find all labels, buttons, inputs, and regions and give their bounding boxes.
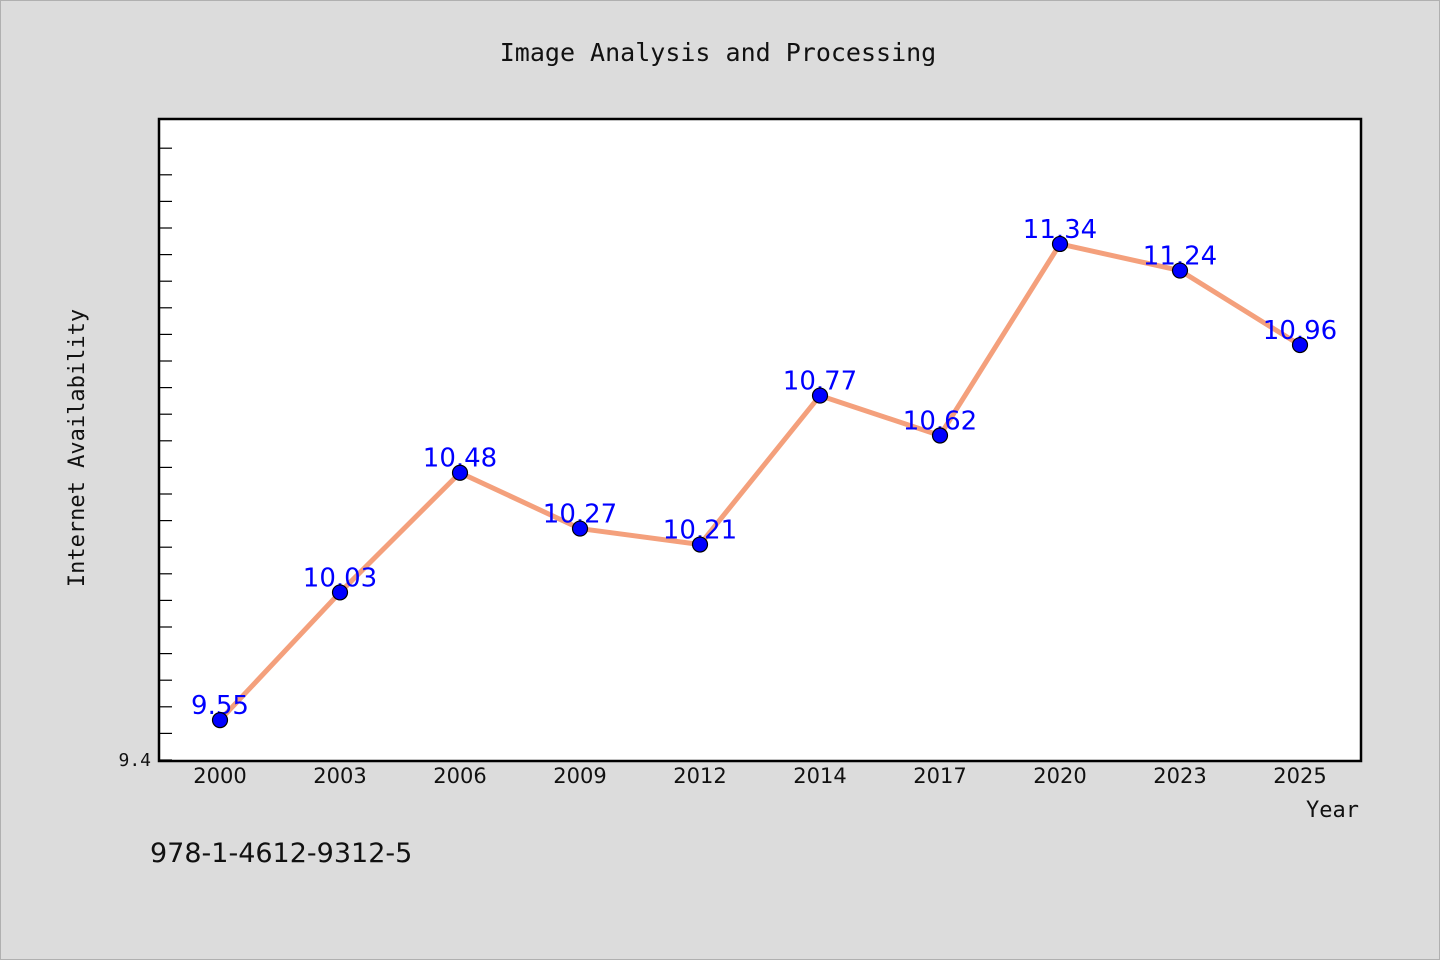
y-tick-label: 9.4 — [118, 750, 151, 771]
chart-title: Image Analysis and Processing — [500, 38, 937, 67]
series-layer: 9.5510.0310.4810.2710.2110.7710.6211.341… — [191, 215, 1337, 729]
x-tick-label: 2003 — [313, 764, 366, 788]
y-axis-tick-labels: 9.4 — [118, 750, 151, 771]
data-point — [1291, 336, 1309, 354]
series-line — [217, 241, 1303, 723]
data-point — [691, 536, 709, 553]
data-point — [811, 387, 829, 404]
y-axis-label: Internet Availability — [65, 309, 90, 587]
x-tick-label: 2020 — [1033, 764, 1086, 788]
isbn-footnote: 978-1-4612-9312-5 — [150, 838, 412, 869]
data-point — [451, 464, 469, 481]
data-point — [211, 711, 229, 729]
data-point — [1051, 235, 1069, 253]
data-point — [331, 584, 349, 601]
x-tick-label: 2000 — [193, 764, 246, 788]
x-axis-label: Year — [1306, 798, 1359, 823]
y-axis-ticks — [159, 147, 172, 761]
data-point — [931, 427, 949, 444]
data-point — [1171, 262, 1189, 279]
plot-area — [157, 117, 1363, 763]
x-tick-label: 2009 — [553, 764, 606, 788]
x-axis-tick-labels: 2000 2003 2006 2009 2012 2014 2017 2020 2023 2025 — [193, 764, 1326, 788]
x-tick-label: 2023 — [1153, 764, 1206, 788]
x-tick-label: 2006 — [433, 764, 486, 788]
x-tick-label: 2017 — [913, 764, 966, 788]
x-tick-label: 2025 — [1273, 764, 1326, 788]
x-tick-label: 2012 — [673, 764, 726, 788]
x-tick-label: 2014 — [793, 764, 846, 788]
data-point — [571, 520, 589, 537]
